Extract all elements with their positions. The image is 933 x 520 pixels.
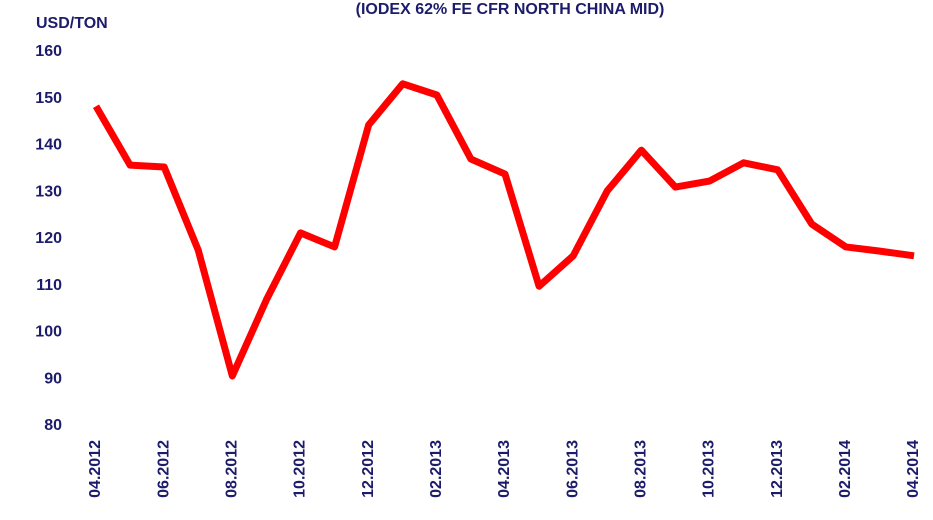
- x-tick-label: 12.2012: [360, 440, 377, 498]
- x-tick-label: 04.2012: [87, 440, 104, 498]
- x-tick-label: 02.2014: [837, 440, 854, 498]
- x-tick-label: 10.2012: [292, 440, 309, 498]
- x-tick-label: 08.2013: [633, 440, 650, 498]
- chart-title: (IODEX 62% FE CFR NORTH CHINA MID): [356, 1, 665, 18]
- x-tick-label: 04.2013: [496, 440, 513, 498]
- y-tick-label: 110: [36, 277, 62, 294]
- x-tick-label: 04.2014: [905, 440, 922, 498]
- y-tick-label: 150: [35, 90, 62, 107]
- x-tick-label: 12.2013: [769, 440, 786, 498]
- y-axis-label: USD/TON: [36, 15, 108, 32]
- x-tick-label: 06.2013: [564, 440, 581, 498]
- x-tick-label: 02.2013: [428, 440, 445, 498]
- line-series: [92, 80, 915, 380]
- y-tick-label: 90: [44, 370, 62, 387]
- y-tick-label: 100: [35, 324, 62, 341]
- x-tick-label: 08.2012: [224, 440, 241, 498]
- x-tick-label: 06.2012: [155, 440, 172, 498]
- y-tick-label: 160: [35, 43, 62, 60]
- y-tick-label: 120: [35, 230, 62, 247]
- y-tick-label: 130: [35, 183, 62, 200]
- y-tick-label: 80: [44, 417, 62, 434]
- y-tick-label: 140: [35, 137, 62, 154]
- x-tick-label: 10.2013: [701, 440, 718, 498]
